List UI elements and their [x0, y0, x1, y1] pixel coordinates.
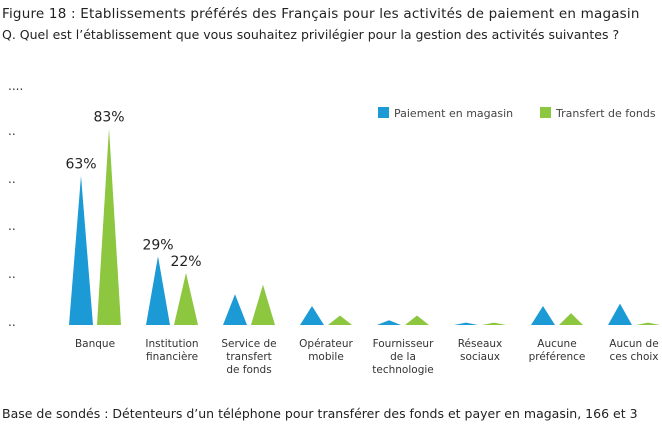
category-label: de fonds: [226, 364, 271, 376]
bar-transfert: [482, 322, 506, 325]
data-label: 29%: [142, 237, 173, 253]
category-label: financière: [146, 351, 198, 363]
legend-swatch-paiement: [378, 107, 389, 118]
data-label: 63%: [65, 157, 96, 173]
bar-paiement: [377, 320, 401, 325]
survey-question: Q. Quel est l’établissement que vous sou…: [2, 27, 620, 42]
y-tick-label: ..: [8, 124, 16, 138]
category-label: Aucun de: [609, 338, 658, 350]
data-label: 83%: [93, 109, 124, 125]
category-label: de la: [390, 351, 416, 363]
legend-label-paiement: Paiement en magasin: [394, 107, 513, 120]
category-label: mobile: [308, 351, 344, 363]
category-label: technologie: [372, 364, 433, 376]
bar-transfert: [328, 315, 352, 325]
bar-transfert: [97, 128, 121, 325]
bar-transfert: [636, 322, 660, 325]
bar-paiement: [223, 294, 247, 325]
bar-paiement: [608, 303, 632, 325]
y-tick-label: ..: [8, 172, 16, 186]
category-label: sociaux: [460, 351, 500, 363]
legend-label-transfert: Transfert de fonds: [555, 107, 656, 120]
y-tick-label: ..: [8, 315, 16, 329]
category-label: ces choix: [609, 351, 658, 363]
bar-paiement: [531, 306, 555, 325]
bar-paiement: [146, 256, 170, 325]
bar-paiement: [454, 322, 478, 325]
bar-paiement: [69, 175, 93, 325]
y-tick-label: ..: [8, 267, 16, 281]
legend: Paiement en magasin Transfert de fonds: [378, 107, 656, 120]
bar-transfert: [174, 272, 198, 325]
bars: [69, 128, 660, 325]
footer-note: Base de sondés : Détenteurs d’un télépho…: [2, 406, 638, 421]
category-label: Réseaux: [458, 338, 503, 350]
bar-paiement: [300, 306, 324, 325]
category-label: Aucune: [537, 338, 576, 350]
data-labels: 63% 83% 29%22%: [65, 109, 201, 270]
bar-transfert: [251, 284, 275, 325]
category-label: Institution: [145, 338, 198, 350]
category-label: Fournisseur: [373, 338, 435, 350]
y-tick-label: ....: [8, 79, 23, 93]
figure-title: Figure 18 : Etablissements préférés des …: [2, 6, 640, 22]
bar-transfert: [405, 315, 429, 325]
data-label: 22%: [170, 254, 201, 270]
y-tick-label: ..: [8, 219, 16, 233]
category-label: Service de: [221, 338, 276, 350]
bar-transfert: [559, 313, 583, 325]
category-label: Banque: [75, 338, 115, 350]
y-axis-ticks: ..............: [8, 79, 23, 329]
category-label: préférence: [529, 351, 586, 363]
category-label: transfert: [226, 351, 272, 363]
legend-swatch-transfert: [540, 107, 551, 118]
category-label: Opérateur: [299, 338, 353, 350]
